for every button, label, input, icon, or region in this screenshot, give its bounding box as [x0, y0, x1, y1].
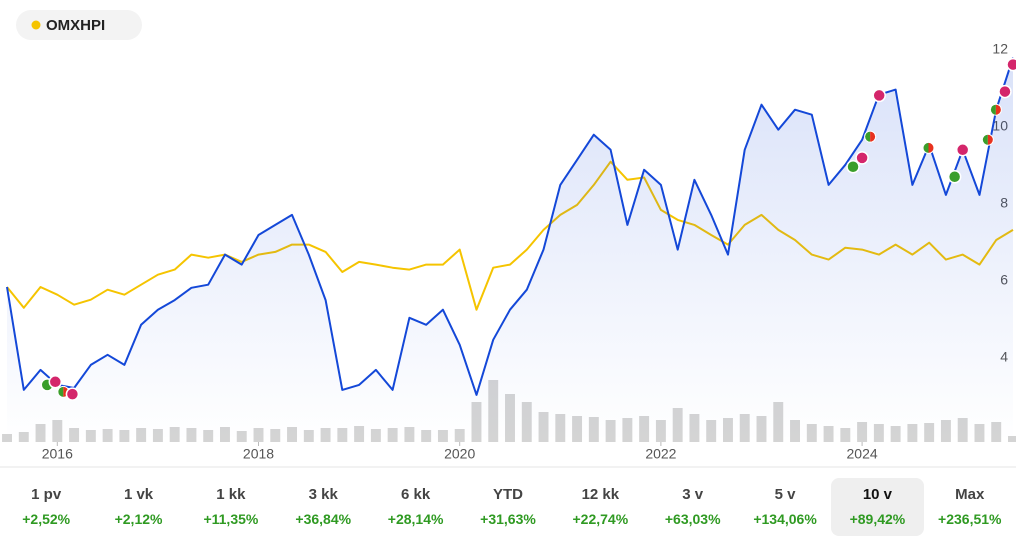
period-button[interactable]: 6 kk +28,14%: [369, 478, 461, 536]
marker-half: [995, 104, 1001, 115]
period-label: 5 v: [774, 486, 796, 503]
period-button[interactable]: 1 vk +2,12%: [92, 478, 184, 536]
marker-half: [928, 142, 934, 153]
trade-marker: [872, 88, 886, 103]
period-button[interactable]: YTD +31,63%: [462, 478, 554, 536]
area: [7, 57, 1013, 442]
trade-marker: [947, 170, 962, 184]
period-change: +63,03%: [664, 511, 721, 527]
period-button[interactable]: 5 v +134,06%: [739, 478, 831, 536]
period-selector: 1 pv +2,52% 1 vk +2,12% 1 kk +11,35% 3 kk +36,8…: [0, 478, 1016, 536]
period-change: +2,12%: [114, 511, 163, 527]
marker-dot: [872, 88, 886, 103]
period-button[interactable]: Max +236,51%: [924, 478, 1016, 536]
marker-dot: [998, 84, 1012, 99]
legend-label: OMXHPI: [46, 17, 105, 34]
period-button[interactable]: 10 v +89,42%: [831, 478, 924, 536]
period-label: 1 pv: [31, 486, 62, 503]
trade-marker: [989, 103, 1002, 116]
marker-half: [982, 134, 988, 145]
trade-marker: [955, 143, 970, 157]
marker-dot: [48, 375, 63, 389]
trade-marker: [998, 84, 1012, 99]
period-change: +28,14%: [387, 511, 444, 527]
trade-marker: [855, 151, 869, 165]
chart: 468101220162018202020222024 OMXHPI: [0, 10, 1016, 468]
y-tick-label: 12: [992, 40, 1008, 56]
period-label: YTD: [492, 486, 523, 503]
trade-marker: [864, 130, 877, 143]
period-button[interactable]: 3 kk +36,84%: [277, 478, 369, 536]
marker-dot: [955, 143, 970, 157]
period-label: 6 kk: [401, 486, 431, 503]
period-button[interactable]: 3 v +63,03%: [647, 478, 739, 536]
trade-marker: [48, 375, 63, 389]
period-change: +11,35%: [203, 511, 259, 527]
x-tick-label: 2020: [444, 446, 475, 462]
marker-dot: [855, 151, 869, 165]
period-label: 3 kk: [308, 486, 338, 503]
period-button[interactable]: 12 kk +22,74%: [554, 478, 646, 536]
x-tick-label: 2016: [42, 446, 73, 462]
period-change: +2,52%: [22, 511, 71, 527]
marker-dot: [65, 387, 80, 401]
trade-marker: [846, 159, 860, 174]
period-button[interactable]: 1 kk +11,35%: [185, 478, 277, 536]
period-change: +236,51%: [938, 511, 1002, 527]
x-tick-label: 2024: [847, 446, 878, 462]
marker-half: [987, 134, 993, 145]
marker-half: [990, 104, 996, 115]
x-tick-label: 2022: [645, 446, 676, 462]
marker-half: [870, 131, 876, 142]
trade-marker: [981, 133, 994, 146]
period-label: 12 kk: [581, 486, 620, 503]
period-change: +31,63%: [480, 511, 536, 527]
period-change: +22,74%: [572, 511, 629, 527]
trade-marker: [65, 387, 80, 401]
x-tick-label: 2018: [243, 446, 274, 462]
period-change: +134,06%: [753, 511, 817, 527]
period-button[interactable]: 1 pv +2,52%: [0, 478, 92, 536]
period-label: 10 v: [862, 486, 893, 503]
period-label: Max: [955, 486, 985, 503]
marker-dot: [846, 159, 860, 174]
legend-swatch: [31, 20, 41, 30]
marker-half: [865, 131, 871, 142]
period-label: 3 v: [682, 486, 704, 503]
trade-marker: [1006, 57, 1016, 72]
period-label: 1 vk: [123, 486, 154, 503]
period-label: 1 kk: [216, 486, 246, 503]
marker-dot: [1006, 57, 1016, 72]
marker-dot: [947, 170, 962, 184]
period-change: +36,84%: [295, 511, 352, 527]
legend-pill: [16, 10, 142, 40]
marker-half: [58, 386, 64, 397]
marker-half: [923, 142, 929, 153]
line: [6, 57, 1014, 396]
trade-marker: [922, 141, 935, 154]
period-change: +89,42%: [849, 511, 906, 527]
legend[interactable]: OMXHPI: [16, 10, 142, 40]
